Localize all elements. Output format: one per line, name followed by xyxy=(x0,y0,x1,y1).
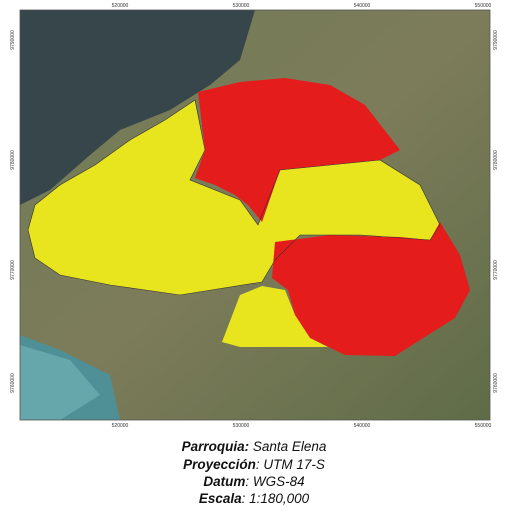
right-coord-label: 9770000 xyxy=(493,260,499,280)
right-coord-label: 9790000 xyxy=(493,30,499,50)
left-coord-label: 9780000 xyxy=(10,150,16,170)
top-coord-label: 520000 xyxy=(112,3,129,9)
coordinate-labels: 520000 530000 540000 550000 520000 530000 5400… xyxy=(10,3,499,429)
top-coord-label: 550000 xyxy=(475,3,492,9)
red-zone-south xyxy=(272,222,470,356)
left-coord-label: 9790000 xyxy=(10,30,16,50)
right-coord-label: 9780000 xyxy=(493,150,499,170)
caption-label: Parroquia: xyxy=(182,439,250,454)
caption-line: Escala: 1:180,000 xyxy=(199,491,310,506)
caption-line: Parroquia: Santa Elena xyxy=(182,439,327,454)
bottom-coord-label: 540000 xyxy=(354,423,371,429)
left-coord-label: 9760000 xyxy=(10,373,16,393)
bottom-coord-label: 530000 xyxy=(233,423,250,429)
yellow-zone xyxy=(28,100,440,295)
map-frame xyxy=(19,9,491,421)
right-coord-label: 9760000 xyxy=(493,373,499,393)
left-coord-label: 9770000 xyxy=(10,260,16,280)
sea xyxy=(20,10,255,205)
caption-value: : WGS-84 xyxy=(245,474,304,489)
red-zone-north xyxy=(195,78,400,222)
bottom-coord-label: 520000 xyxy=(112,423,129,429)
caption-value: : 1:180,000 xyxy=(242,491,310,506)
yellow-zone-south xyxy=(222,286,328,347)
caption-label: Proyección xyxy=(183,457,256,472)
caption-line: Datum: WGS-84 xyxy=(203,474,304,489)
caption-line: Proyección: UTM 17-S xyxy=(183,457,325,472)
bottom-coord-label: 550000 xyxy=(475,423,492,429)
boundary xyxy=(27,99,441,296)
top-coord-label: 540000 xyxy=(354,3,371,9)
top-coord-label: 530000 xyxy=(233,3,250,9)
caption-label: Escala xyxy=(199,491,242,506)
map-body xyxy=(20,10,490,420)
caption-value: : UTM 17-S xyxy=(256,457,325,472)
caption-label: Datum xyxy=(203,474,245,489)
shallow-water xyxy=(20,345,100,420)
caption-value: Santa Elena xyxy=(253,439,327,454)
